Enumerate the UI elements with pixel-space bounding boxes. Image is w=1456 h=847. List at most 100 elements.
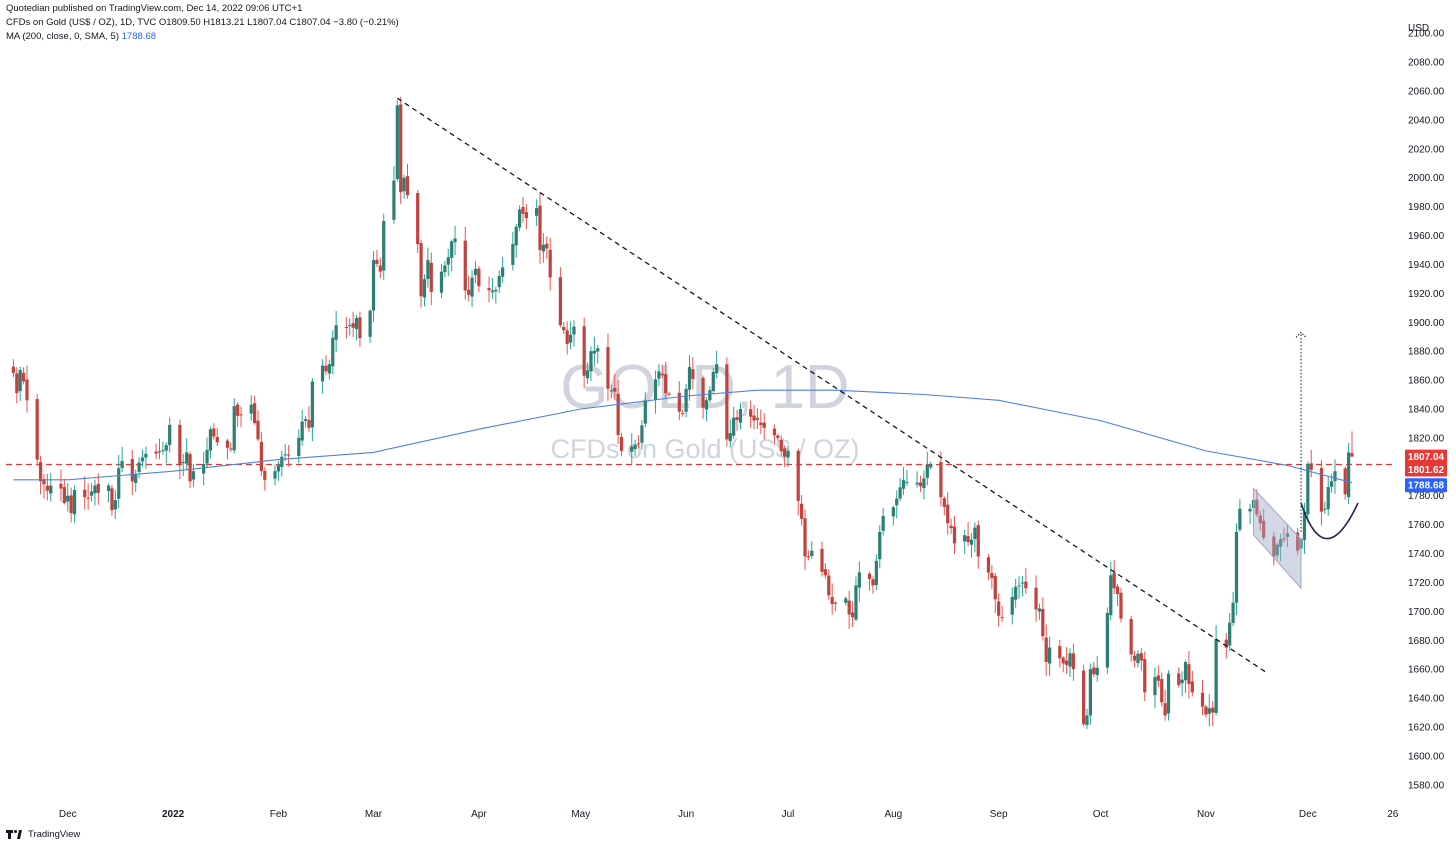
candle-up <box>572 326 576 335</box>
price-tick-label: 1980.00 <box>1408 202 1445 213</box>
candle-down <box>1058 646 1062 659</box>
candle-up <box>687 367 692 390</box>
chart-drawings <box>396 97 1359 674</box>
price-label-bg <box>1405 478 1447 493</box>
candle-up <box>511 244 515 265</box>
candle-up <box>117 468 121 499</box>
candle-up <box>704 400 709 410</box>
candle-up <box>273 471 277 479</box>
candle-down <box>779 439 783 452</box>
time-tick-label: Jun <box>678 809 694 820</box>
candle-down <box>21 372 26 382</box>
candle-down <box>565 330 569 344</box>
candle-up <box>592 350 596 354</box>
candle-up <box>1109 575 1113 616</box>
candle-up <box>327 364 331 374</box>
candle-up <box>844 598 848 603</box>
candle-up <box>497 276 501 288</box>
candle-up <box>1238 508 1242 530</box>
price-axis[interactable]: USD 1580.00 1600.00 1620.00 1640.00 1660.00 16… <box>1408 23 1445 791</box>
price-tick-label: 2040.00 <box>1408 115 1445 126</box>
candle-up <box>1330 481 1334 487</box>
candle-up <box>202 463 206 474</box>
candle-down <box>45 485 49 491</box>
candle-down <box>1034 587 1038 610</box>
candle-up <box>514 226 518 246</box>
candle-down <box>1319 468 1324 512</box>
candle-up <box>348 325 352 327</box>
candle-down <box>1119 592 1123 619</box>
candle-up <box>66 495 70 502</box>
candle-up <box>684 388 688 412</box>
candle-down <box>236 404 240 416</box>
price-tick-label: 2000.00 <box>1408 173 1445 184</box>
candle-down <box>467 289 471 295</box>
candle-up <box>1326 487 1330 510</box>
candle-up <box>72 489 77 515</box>
candle-down <box>212 428 216 437</box>
candle-up <box>922 478 926 489</box>
candle-down <box>178 424 182 466</box>
candle-up <box>113 500 117 510</box>
candle-down <box>1041 608 1045 637</box>
price-tick-label: 1780.00 <box>1408 491 1445 502</box>
candle-down <box>796 450 800 501</box>
candle-up <box>738 409 743 423</box>
candle-up <box>1279 539 1283 547</box>
candle-down <box>850 612 855 618</box>
price-label-bg <box>1405 462 1447 477</box>
candle-down <box>229 448 233 450</box>
candle-down <box>15 373 19 394</box>
candle-up <box>300 421 304 441</box>
candle-up <box>915 482 919 485</box>
candle-up <box>331 337 335 367</box>
candle-down <box>827 575 831 596</box>
candle-down <box>307 419 311 428</box>
time-tick-label: Mar <box>365 809 383 820</box>
candle-up <box>728 433 732 442</box>
time-tick-label: Nov <box>1197 809 1215 820</box>
candle-up <box>392 180 396 220</box>
candle-down <box>83 489 87 498</box>
candle-up <box>568 334 573 343</box>
candle-down <box>11 366 16 373</box>
candle-up <box>137 462 141 472</box>
time-tick-label: Oct <box>1093 809 1109 820</box>
candle-down <box>986 557 991 573</box>
candle-up <box>891 507 895 517</box>
candle-up <box>93 485 97 494</box>
symbol-ohlc-line: CFDs on Gold (US$ / OZ), 1D, TVC O1809.5… <box>6 17 399 28</box>
candle-down <box>344 326 348 328</box>
candle-up <box>925 464 929 478</box>
candle-up <box>1228 622 1232 646</box>
candle-down <box>1160 679 1164 703</box>
candle-up <box>89 491 94 496</box>
candle-up <box>854 585 858 620</box>
candle-down <box>419 243 423 297</box>
candle-down <box>1255 499 1259 515</box>
candle-up <box>422 279 427 298</box>
candle-down <box>1132 655 1137 661</box>
candle-up <box>1014 586 1018 600</box>
candle-up <box>473 268 478 276</box>
candle-up <box>1085 715 1089 725</box>
candle-down <box>378 265 382 272</box>
candle-down <box>38 461 43 482</box>
candle-down <box>1309 463 1313 470</box>
candle-down <box>1262 520 1266 538</box>
candle-down <box>1139 653 1143 661</box>
candle-down <box>25 379 29 401</box>
time-axis[interactable]: Dec 2022 Feb Mar Apr May Jun Jul Aug Sep Oct Nov Dec… <box>59 809 1399 820</box>
price-tick-label: 1740.00 <box>1408 549 1445 560</box>
candle-down <box>59 483 63 489</box>
candle-down <box>96 483 100 493</box>
candle-up <box>630 446 634 452</box>
candle-up <box>443 265 447 273</box>
candle-down <box>1187 664 1191 685</box>
candle-down <box>725 364 729 440</box>
price-tick-label: 1860.00 <box>1408 376 1445 387</box>
price-tick-label: 1940.00 <box>1408 260 1445 271</box>
price-tick-label: 2100.00 <box>1408 29 1445 40</box>
candle-up <box>633 444 637 450</box>
